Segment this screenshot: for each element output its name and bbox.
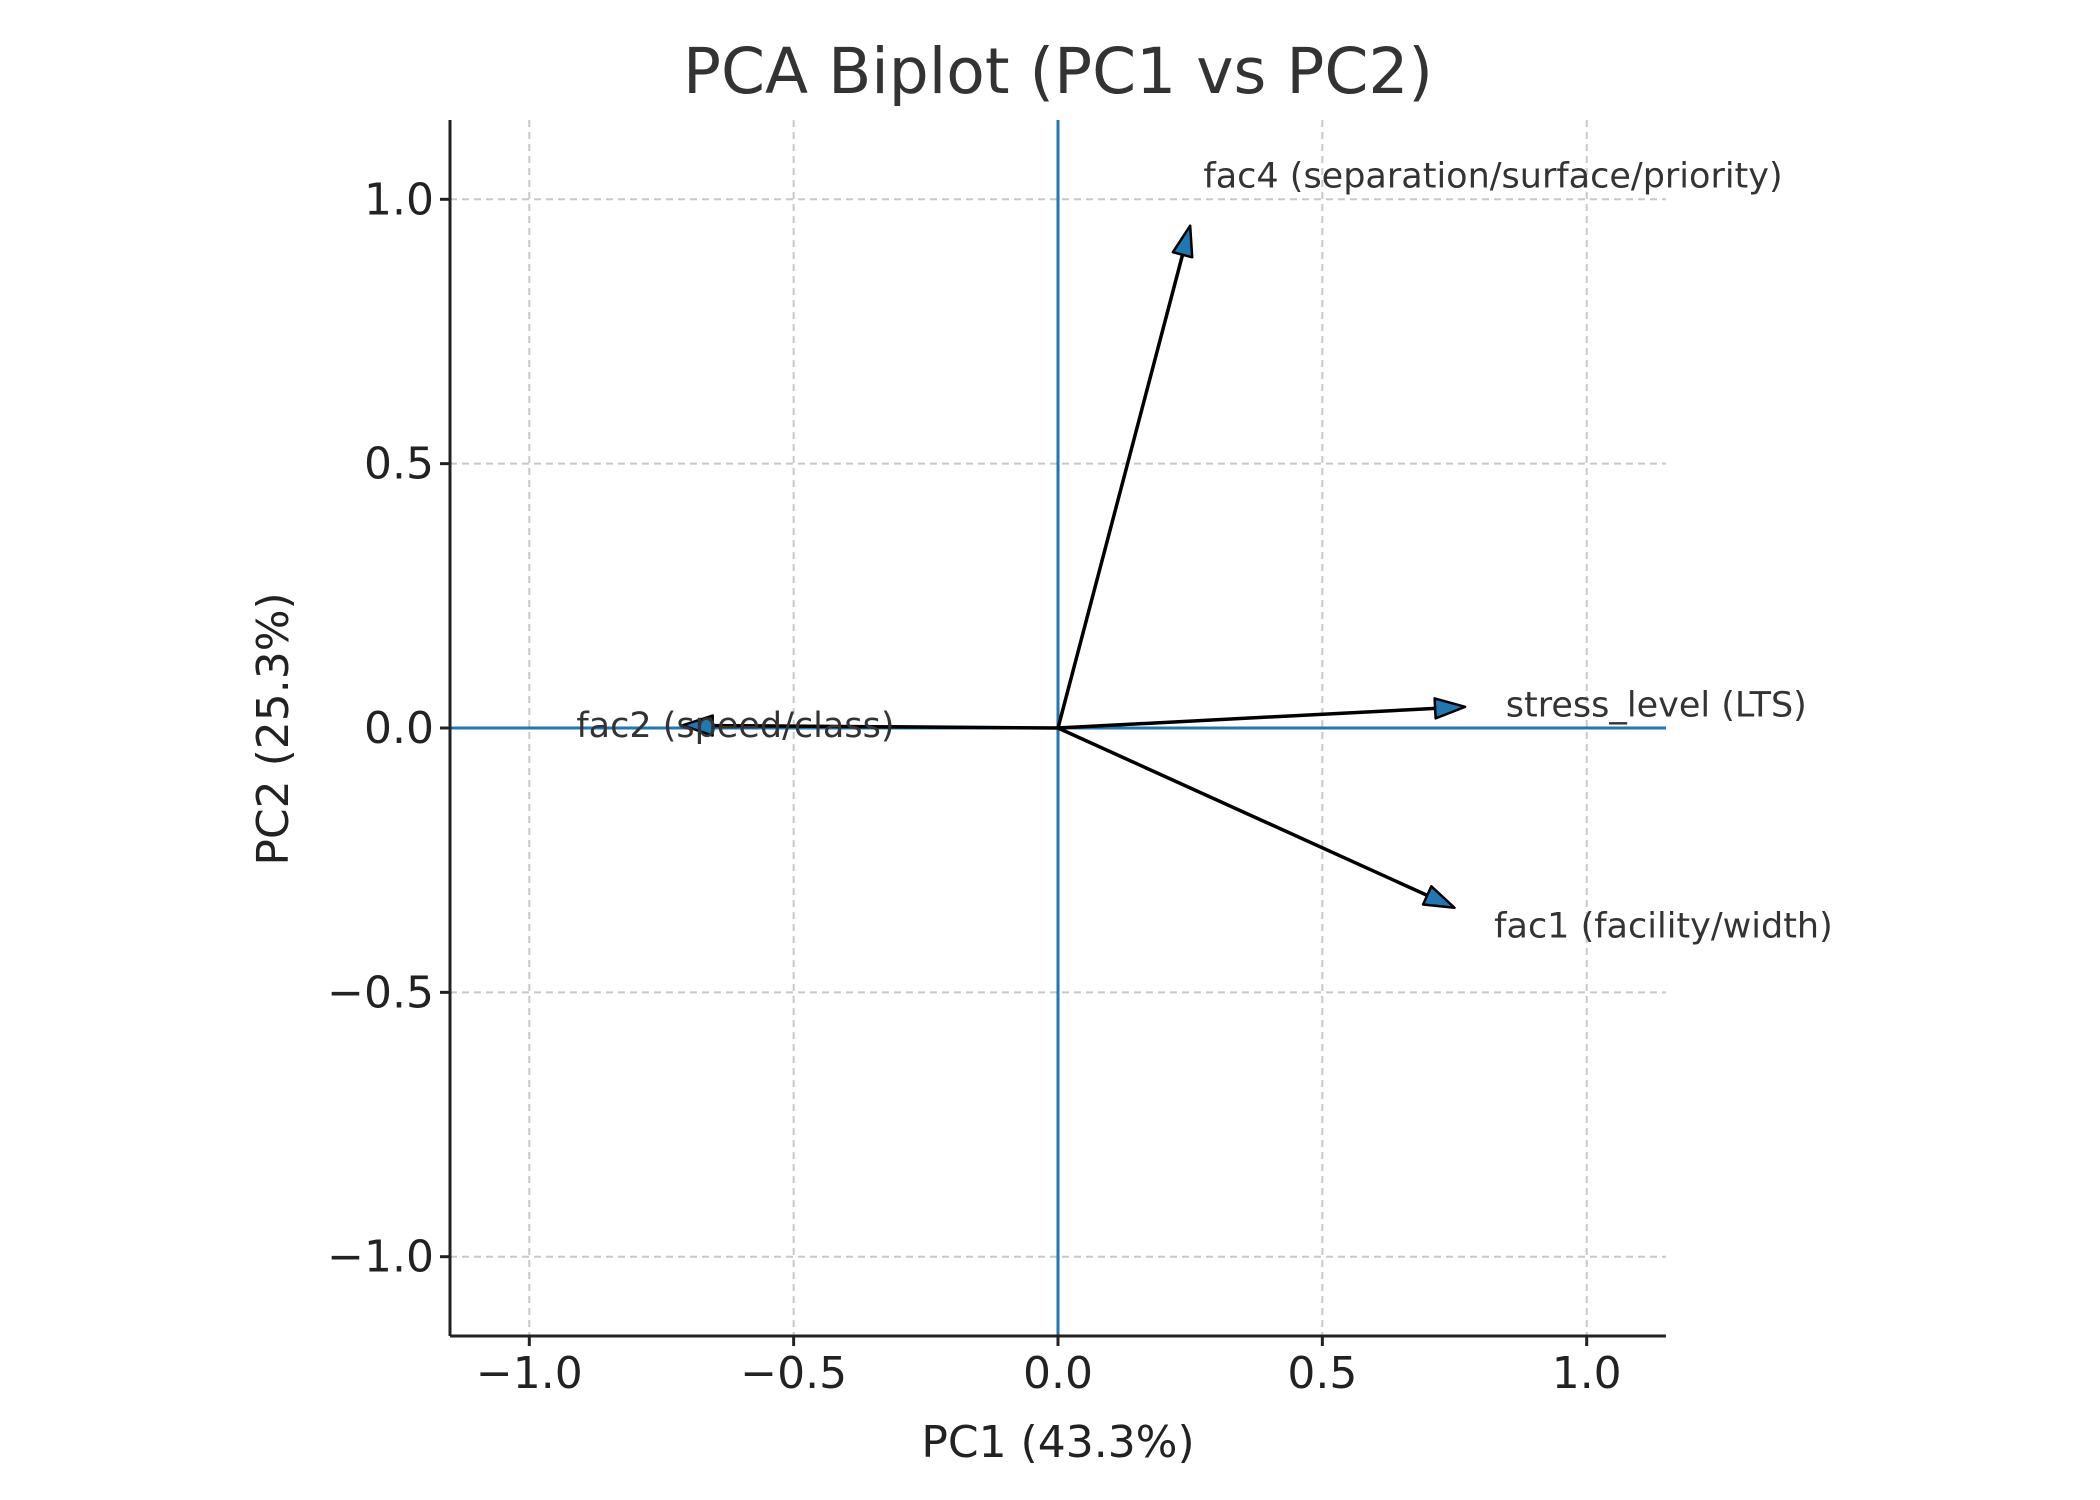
x-tick-label: −1.0 <box>476 1348 583 1399</box>
x-tick-label: 1.0 <box>1552 1348 1622 1399</box>
loading-labels: fac1 (facility/width) fac2 (speed/class) f… <box>576 157 1832 947</box>
y-tick-label: −1.0 <box>327 1232 434 1283</box>
loading-label: fac4 (separation/surface/priority) <box>1203 157 1782 197</box>
y-tick-label: 0.0 <box>364 703 434 754</box>
loading-arrow-shaft <box>1056 254 1185 729</box>
x-tick-label: 0.0 <box>1023 1348 1093 1399</box>
loading-arrow-shaft <box>1057 726 1428 897</box>
y-tick-label: −0.5 <box>327 967 434 1018</box>
y-axis-label: PC2 (25.3%) <box>248 592 299 865</box>
loading-arrow-shaft <box>1057 706 1436 730</box>
x-axis-ticks: −1.0 −0.5 0.0 0.5 1.0 <box>476 1336 1622 1399</box>
loading-arrow-head <box>681 714 714 737</box>
loading-arrow-head <box>1433 697 1467 720</box>
loading-arrow-head <box>1421 885 1456 910</box>
x-axis-label: PC1 (43.3%) <box>921 1417 1194 1468</box>
loading-arrows <box>681 224 1467 910</box>
loading-arrow-shaft <box>712 723 1059 730</box>
x-tick-label: 0.5 <box>1287 1348 1357 1399</box>
loading-label: stress_level (LTS) <box>1506 686 1807 726</box>
chart-title: PCA Biplot (PC1 vs PC2) <box>683 35 1433 108</box>
y-tick-label: 1.0 <box>364 174 434 225</box>
y-axis-ticks: −1.0 −0.5 0.0 0.5 1.0 <box>327 174 450 1283</box>
x-tick-label: −0.5 <box>740 1348 847 1399</box>
loading-label: fac2 (speed/class) <box>576 706 894 746</box>
loading-label: fac1 (facility/width) <box>1494 907 1833 947</box>
y-tick-label: 0.5 <box>364 439 434 490</box>
loading-arrow-head <box>1171 224 1194 259</box>
